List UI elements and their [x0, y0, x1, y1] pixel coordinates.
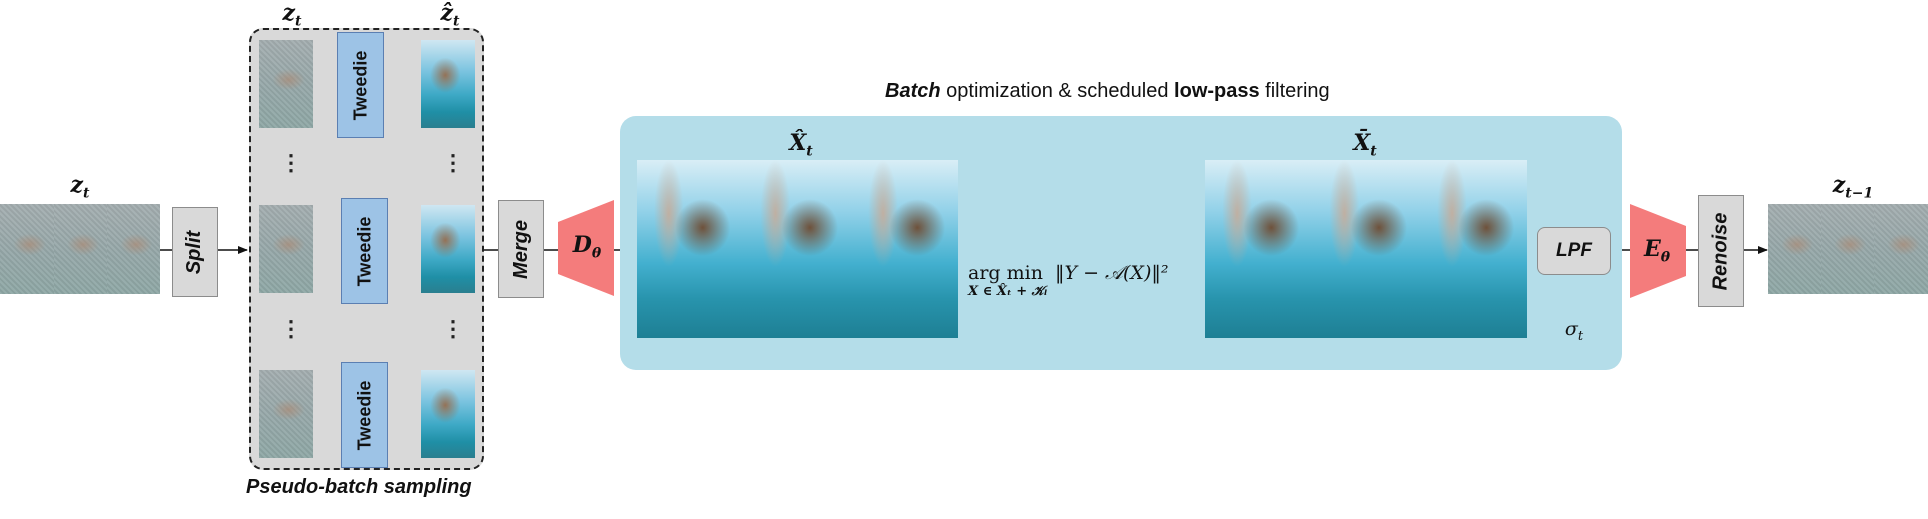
split-block: Split [172, 207, 218, 297]
label-e-theta: Eθ [1643, 236, 1671, 266]
output-frame-2 [1821, 204, 1874, 294]
label-d-theta: Dθ [572, 232, 602, 262]
equation-objective: ‖Y − 𝒜(X)‖² [1055, 262, 1169, 284]
label-z-t-group: zt [282, 0, 302, 30]
tweedie-block-1: Tweedie [337, 32, 384, 138]
batch-clean-frame-2 [421, 205, 475, 293]
output-frame-3 [1874, 204, 1928, 294]
label-z-hat-t: ẑt [440, 0, 460, 30]
batch-clean-frame-3 [421, 370, 475, 458]
merge-block: Merge [498, 200, 544, 298]
ellipsis-1a: ⋮ [280, 150, 303, 175]
ellipsis-1b: ⋮ [442, 150, 465, 175]
label-sigma-t: σt [1564, 318, 1584, 344]
output-frame-1 [1768, 204, 1821, 294]
ellipsis-2a: ⋮ [280, 316, 303, 341]
input-frame-2 [54, 204, 107, 294]
x-hat-frame-1 [637, 160, 743, 338]
tweedie-block-2: Tweedie [341, 198, 388, 304]
lpf-block: LPF [1537, 227, 1611, 275]
equation-constraint: X ∈ X̂ₜ + 𝒦ₗ [968, 284, 1048, 299]
label-z-t-input: zt [70, 172, 90, 202]
encoder-shape [1630, 204, 1686, 298]
decoder-shape [558, 200, 614, 296]
x-hat-frame-2 [743, 160, 851, 338]
label-x-hat-t: X̂t [789, 130, 813, 160]
optimization-caption: Batch optimization & scheduled low-pass … [885, 80, 1330, 102]
pseudo-batch-caption: Pseudo-batch sampling [246, 476, 472, 498]
batch-noisy-frame-3 [259, 370, 313, 458]
label-z-t-minus-1: zt−1 [1832, 172, 1874, 202]
x-bar-frame-2 [1312, 160, 1420, 338]
equation-op: arg min [968, 262, 1043, 284]
tweedie-block-3: Tweedie [341, 362, 388, 468]
input-frame-1 [0, 204, 54, 294]
batch-clean-frame-1 [421, 40, 475, 128]
batch-noisy-frame-2 [259, 205, 313, 293]
x-bar-frame-3 [1420, 160, 1527, 338]
batch-noisy-frame-1 [259, 40, 313, 128]
renoise-block: Renoise [1698, 195, 1744, 307]
optimization-equation: arg min ‖Y − 𝒜(X)‖² X ∈ X̂ₜ + 𝒦ₗ [968, 262, 1208, 299]
x-bar-frame-1 [1205, 160, 1312, 338]
x-hat-frame-3 [851, 160, 958, 338]
label-x-bar-t: X̄t [1353, 130, 1377, 160]
ellipsis-2b: ⋮ [442, 316, 465, 341]
input-frame-3 [107, 204, 160, 294]
